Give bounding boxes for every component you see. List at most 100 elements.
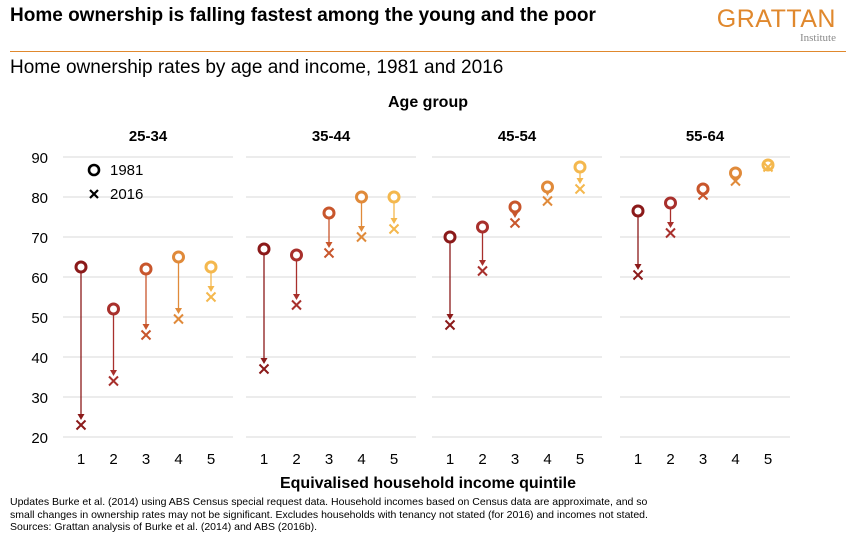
y-tick-label: 20 xyxy=(31,430,48,447)
marker-2016 xyxy=(323,247,335,259)
marker-1981 xyxy=(573,160,587,174)
marker-1981 xyxy=(322,206,336,220)
x-tick-label: 1 xyxy=(77,451,85,468)
x-tick-label: 2 xyxy=(292,451,300,468)
x-tick-label: 5 xyxy=(390,451,398,468)
arrow-head xyxy=(576,178,584,184)
marker-2016 xyxy=(574,183,586,195)
logo-brand: GRATTAN xyxy=(716,5,836,33)
marker-1981 xyxy=(443,230,457,244)
marker-1981 xyxy=(355,190,368,204)
arrow-head xyxy=(142,324,150,330)
arrow-head xyxy=(207,286,215,292)
arrow-head xyxy=(479,260,486,266)
marker-2016 xyxy=(140,329,152,341)
x-tick-label: 1 xyxy=(260,451,268,468)
y-tick-label: 40 xyxy=(31,350,48,367)
arrow-head xyxy=(77,414,85,420)
y-axis: 20 30 40 50 60 70 80 90 xyxy=(31,150,48,447)
marker-2016 xyxy=(762,161,774,173)
marker-2016 xyxy=(258,363,270,375)
arrow-head xyxy=(511,212,519,218)
marker-2016 xyxy=(75,419,87,431)
x-tick-label: 2 xyxy=(666,451,674,468)
footnote-line-1: Updates Burke et al. (2014) using ABS Ce… xyxy=(10,496,648,508)
marker-1981 xyxy=(172,250,185,264)
marker-1981 xyxy=(631,204,645,218)
marker-2016 xyxy=(108,375,119,387)
marker-1981 xyxy=(761,158,775,172)
arrow-head xyxy=(325,242,333,248)
x-tick-label: 1 xyxy=(634,451,642,468)
panel-title: 45-54 xyxy=(498,128,537,145)
marker-1981 xyxy=(387,190,401,204)
legend-label: 2016 xyxy=(110,186,143,203)
chart-legend: 1981 2016 xyxy=(87,162,143,203)
panel-55-64: 55-64 1 2 3 4 5 xyxy=(620,128,790,468)
marker-1981 xyxy=(139,262,153,276)
marker-1981 xyxy=(107,302,120,316)
marker-1981 xyxy=(729,166,742,180)
arrow-head xyxy=(358,226,365,232)
marker-1981 xyxy=(541,180,554,194)
panel-title: 55-64 xyxy=(686,128,725,145)
y-tick-label: 80 xyxy=(31,190,48,207)
arrow-head xyxy=(175,308,182,314)
arrow-head xyxy=(634,264,642,270)
arrow-head xyxy=(446,314,454,320)
marker-2016 xyxy=(665,227,676,239)
y-tick-label: 50 xyxy=(31,310,48,327)
x-tick-label: 4 xyxy=(357,451,365,468)
marker-1981 xyxy=(508,200,522,214)
marker-2016 xyxy=(542,195,553,207)
footnote-line-3: Sources: Grattan analysis of Burke et al… xyxy=(10,521,318,533)
x-tick-label: 3 xyxy=(699,451,707,468)
panel-title: 35-44 xyxy=(312,128,351,145)
arrow-head xyxy=(110,370,117,376)
marker-2016 xyxy=(509,217,521,229)
marker-1981 xyxy=(257,242,271,256)
logo-sub: Institute xyxy=(799,32,836,44)
panel-25-34: 25-34 1 2 3 4 5 xyxy=(63,128,233,468)
marker-2016 xyxy=(444,319,456,331)
panel-title: 25-34 xyxy=(129,128,168,145)
legend-cross-icon xyxy=(89,189,99,199)
arrow-head xyxy=(260,358,268,364)
x-tick-label: 5 xyxy=(764,451,772,468)
marker-2016 xyxy=(356,231,367,243)
footnote-line-2: small changes in ownership rates may not… xyxy=(10,508,648,521)
chart-headline: Home ownership is falling fastest among … xyxy=(10,5,596,26)
panel-45-54: 45-54 1 2 3 4 5 xyxy=(432,128,602,468)
header-rule xyxy=(10,51,846,52)
y-tick-label: 60 xyxy=(31,270,48,287)
y-tick-label: 70 xyxy=(31,230,48,247)
footnote: Updates Burke et al. (2014) using ABS Ce… xyxy=(10,496,850,534)
marker-2016 xyxy=(291,299,302,311)
x-tick-label: 4 xyxy=(731,451,739,468)
grattan-logo: GRATTAN Institute xyxy=(686,6,836,44)
marker-1981 xyxy=(74,260,88,274)
x-tick-label: 3 xyxy=(325,451,333,468)
marker-1981 xyxy=(290,248,303,262)
legend-label: 1981 xyxy=(110,162,143,179)
chart-title: Age group xyxy=(388,94,468,111)
x-tick-label: 1 xyxy=(446,451,454,468)
y-tick-label: 90 xyxy=(31,150,48,167)
legend-circle-icon xyxy=(87,163,101,177)
arrow-head xyxy=(390,218,398,224)
x-tick-label: 2 xyxy=(109,451,117,468)
marker-2016 xyxy=(730,175,741,187)
marker-2016 xyxy=(477,265,488,277)
x-tick-label: 3 xyxy=(511,451,519,468)
marker-1981 xyxy=(204,260,218,274)
marker-1981 xyxy=(476,220,489,234)
arrow-head xyxy=(667,222,674,228)
x-tick-label: 5 xyxy=(207,451,215,468)
panel-35-44: 35-44 1 2 3 4 5 xyxy=(246,128,416,468)
x-tick-label: 2 xyxy=(478,451,486,468)
y-tick-label: 30 xyxy=(31,390,48,407)
x-tick-label: 4 xyxy=(174,451,182,468)
chart-subtitle: Home ownership rates by age and income, … xyxy=(10,57,504,78)
marker-2016 xyxy=(205,291,217,303)
